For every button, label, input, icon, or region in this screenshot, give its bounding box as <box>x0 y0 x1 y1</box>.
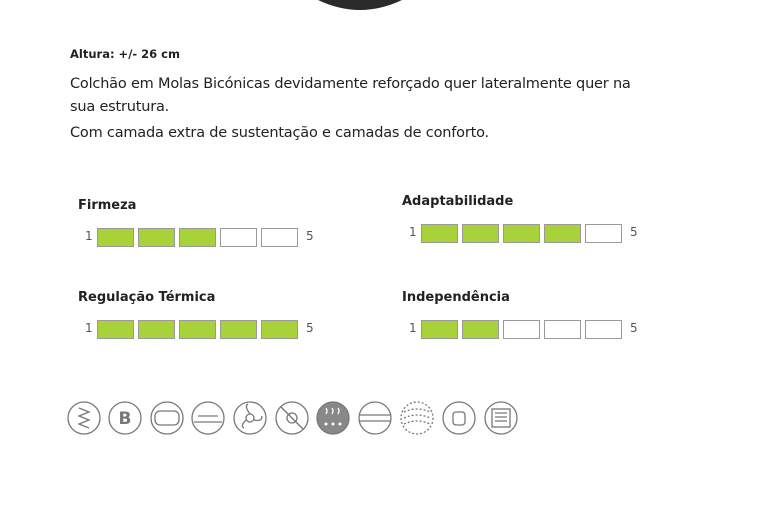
rating-label: Firmeza <box>78 198 137 213</box>
svg-text:B: B <box>119 409 132 429</box>
rating-label: Independência <box>402 290 510 305</box>
rating-box-empty <box>503 320 540 339</box>
rating-box-empty <box>261 228 298 247</box>
rating-label: Adaptabilidade <box>402 194 514 209</box>
height-spec: Altura: +/- 26 cm <box>70 47 180 61</box>
description: Colchão em Molas Bicónicas devidamente r… <box>70 76 631 115</box>
rating-max: 5 <box>630 225 638 239</box>
rating-max: 5 <box>630 321 638 335</box>
rating-box-empty <box>585 224 622 243</box>
rating-box-filled <box>462 224 499 243</box>
rating-box-filled <box>421 320 458 339</box>
rating-box-filled <box>138 228 175 247</box>
rating-box-filled <box>261 320 298 339</box>
rating-min: 1 <box>409 321 417 335</box>
rating-label: Regulação Térmica <box>78 290 216 305</box>
rating-box-empty <box>220 228 257 247</box>
rating-box-filled <box>503 224 540 243</box>
rating-box-filled <box>220 320 257 339</box>
rating-box-filled <box>97 320 134 339</box>
rating-box-filled <box>97 228 134 247</box>
feature-icons: B <box>67 401 518 435</box>
rating-box-filled <box>421 224 458 243</box>
rating-box-filled <box>462 320 499 339</box>
product-image-edge <box>318 0 402 10</box>
rating-box-filled <box>179 320 216 339</box>
rating-box-filled <box>138 320 175 339</box>
description: Com camada extra de sustentação e camada… <box>70 125 489 141</box>
rating-max: 5 <box>306 321 314 335</box>
rating-box-filled <box>179 228 216 247</box>
rating-min: 1 <box>85 321 93 335</box>
rating-max: 5 <box>306 229 314 243</box>
rating-min: 1 <box>409 225 417 239</box>
rating-box-filled <box>544 224 581 243</box>
rating-min: 1 <box>85 229 93 243</box>
rating-box-empty <box>585 320 622 339</box>
rating-box-empty <box>544 320 581 339</box>
